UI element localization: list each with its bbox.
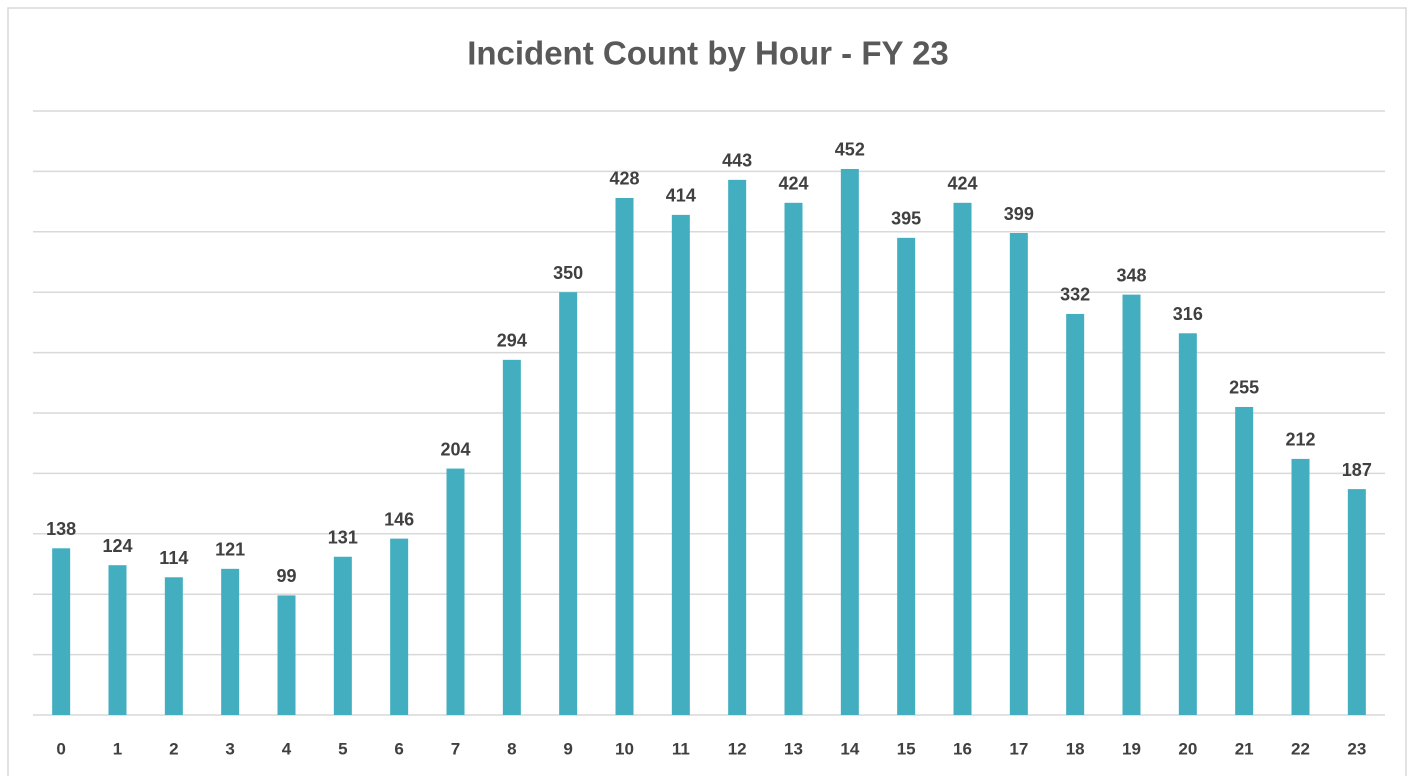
x-tick-label: 12 (728, 739, 747, 758)
bar (277, 595, 296, 715)
bar (953, 202, 972, 716)
bar (333, 556, 352, 715)
bar (446, 468, 465, 715)
data-label: 114 (159, 548, 188, 568)
data-label: 443 (722, 151, 752, 171)
data-label: 350 (553, 263, 583, 283)
bar (671, 214, 690, 715)
data-label: 138 (46, 519, 76, 539)
data-label: 414 (666, 186, 696, 206)
x-tick-label: 13 (784, 739, 803, 758)
x-tick-label: 2 (169, 739, 178, 758)
data-label: 131 (328, 528, 358, 548)
data-label: 316 (1173, 304, 1203, 324)
x-tick-label: 3 (225, 739, 234, 758)
bar (1066, 313, 1085, 715)
x-tick-label: 21 (1235, 739, 1254, 758)
data-label: 332 (1060, 285, 1090, 305)
x-tick-label: 16 (953, 739, 972, 758)
x-tick-label: 14 (840, 739, 859, 758)
bar (897, 237, 916, 715)
x-tick-label: 22 (1291, 739, 1310, 758)
data-label: 99 (276, 566, 296, 586)
bar (221, 568, 240, 715)
data-label: 294 (497, 331, 527, 351)
x-tick-label: 18 (1066, 739, 1085, 758)
data-label: 399 (1004, 204, 1034, 224)
bar (784, 202, 803, 716)
data-label: 395 (891, 209, 921, 229)
x-tick-label: 5 (338, 739, 347, 758)
data-label: 187 (1342, 460, 1372, 480)
x-tick-label: 20 (1178, 739, 1197, 758)
x-tick-label: 4 (282, 739, 292, 758)
x-tick-label: 15 (897, 739, 916, 758)
data-label: 424 (947, 174, 977, 194)
bar (1291, 458, 1310, 715)
data-label: 212 (1285, 430, 1315, 450)
x-tick-label: 6 (394, 739, 403, 758)
bar (615, 197, 634, 715)
chart-title: Incident Count by Hour - FY 23 (467, 35, 949, 72)
x-tick-label: 10 (615, 739, 634, 758)
bar (390, 538, 409, 715)
data-label: 146 (384, 509, 414, 529)
x-tick-label: 17 (1009, 739, 1028, 758)
x-tick-label: 8 (507, 739, 516, 758)
bar (1178, 333, 1197, 715)
data-label: 348 (1116, 265, 1146, 285)
x-tick-label: 7 (451, 739, 460, 758)
data-label: 255 (1229, 378, 1259, 398)
bar (728, 179, 747, 715)
x-tick-label: 19 (1122, 739, 1141, 758)
x-tick-label: 23 (1347, 739, 1366, 758)
data-label: 121 (215, 540, 245, 560)
bar (1122, 294, 1141, 715)
bar (164, 577, 183, 715)
bar (1347, 489, 1366, 715)
data-label: 124 (102, 536, 132, 556)
bar (52, 548, 71, 715)
bar (1235, 406, 1254, 715)
x-tick-label: 11 (672, 739, 690, 758)
data-label: 424 (778, 174, 808, 194)
data-label: 204 (440, 439, 470, 459)
bar (840, 168, 859, 715)
data-label: 428 (609, 169, 639, 189)
x-tick-label: 0 (56, 739, 65, 758)
chart-frame (7, 7, 1407, 776)
bar (559, 292, 578, 715)
bar (1009, 233, 1028, 715)
x-tick-label: 9 (563, 739, 572, 758)
data-label: 452 (835, 140, 865, 160)
x-tick-label: 1 (113, 739, 122, 758)
bar (502, 359, 521, 715)
bar (108, 565, 127, 715)
